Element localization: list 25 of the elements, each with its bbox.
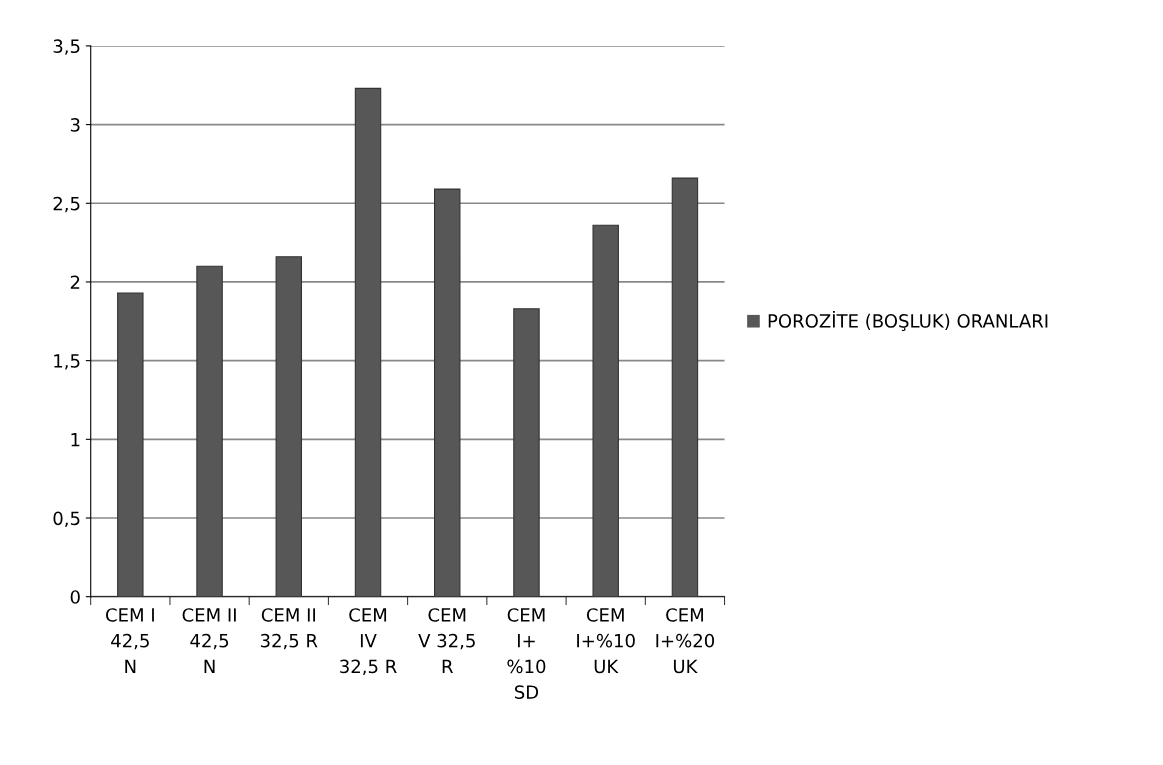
x-tick-label: CEM II 42,5 N (182, 608, 236, 673)
y-tick-label: 3,5 (53, 39, 80, 55)
legend-label: POROZİTE (BOŞLUK) ORANLARI (768, 311, 1048, 331)
bar (196, 265, 223, 597)
y-tick-label: 3 (70, 118, 80, 132)
bar (592, 224, 619, 597)
y-tick-label: 0,5 (53, 511, 80, 527)
bar (513, 308, 540, 597)
x-tick-label: CEM IV 32,5 R (340, 608, 397, 676)
x-tick-label: CEM II 32,5 R (260, 608, 318, 650)
y-tick-label: 2 (70, 275, 80, 289)
bar (117, 292, 144, 597)
x-tick-label: CEM I+%10 UK (577, 608, 635, 674)
y-tick-label: 0 (70, 590, 80, 604)
x-tick-label: CEM V 32,5 R (418, 608, 475, 673)
bar (275, 256, 303, 597)
y-tick-label: 2,5 (53, 196, 80, 213)
x-tick-label: CEM I 42,5 N (106, 608, 154, 673)
x-tick-label: CEM I+%20 UK (656, 608, 715, 674)
x-tick-label: CEM I+ %10 SD (507, 608, 546, 699)
bar (671, 177, 699, 597)
y-tick-label: 1,5 (54, 354, 80, 370)
y-tick-label: 1 (71, 433, 80, 447)
bar (434, 188, 461, 597)
bar (354, 87, 382, 597)
